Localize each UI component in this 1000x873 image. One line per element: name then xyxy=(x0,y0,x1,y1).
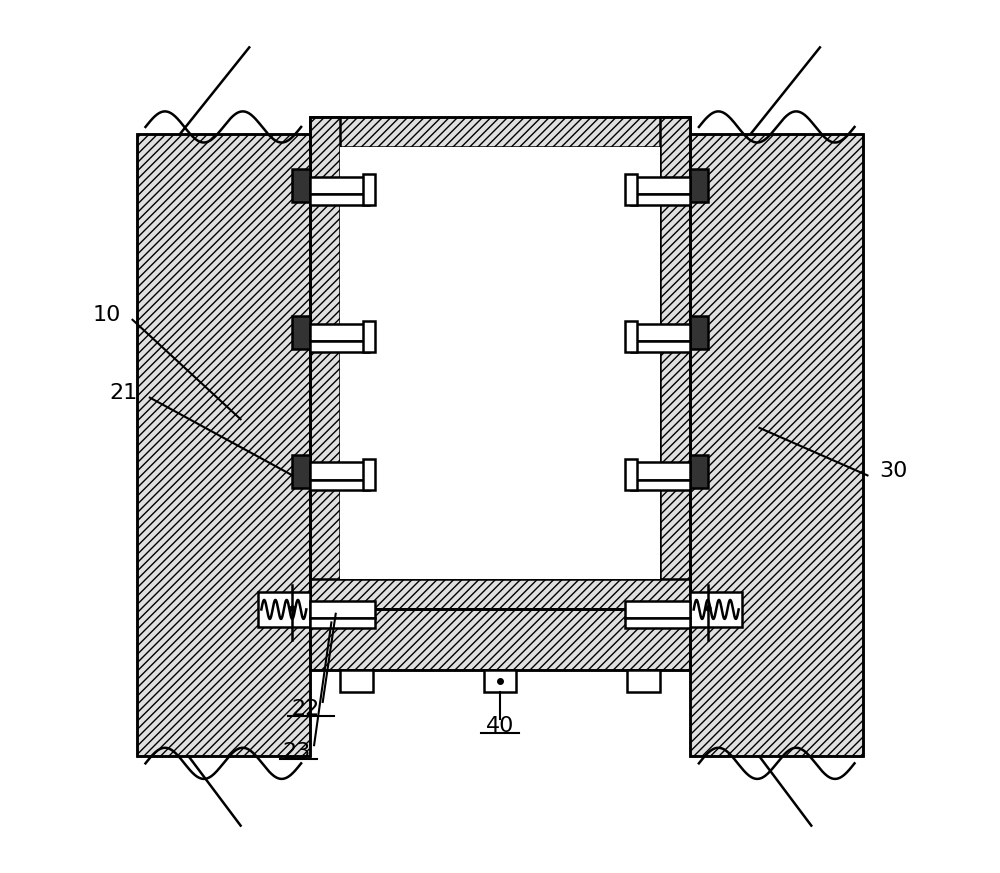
Bar xyxy=(690,134,863,756)
Bar xyxy=(627,670,660,691)
Bar xyxy=(310,618,375,628)
Bar xyxy=(363,459,375,490)
Bar xyxy=(625,618,690,628)
Bar xyxy=(310,579,690,609)
Bar xyxy=(690,169,708,203)
Bar xyxy=(310,609,690,670)
Bar xyxy=(137,134,310,756)
Bar xyxy=(310,463,369,480)
Bar xyxy=(310,341,369,352)
Bar xyxy=(310,177,369,195)
Bar xyxy=(258,592,310,627)
Bar xyxy=(292,455,310,487)
Bar xyxy=(690,592,742,627)
Bar xyxy=(625,459,637,490)
Bar xyxy=(631,195,690,205)
Bar xyxy=(690,134,863,756)
Bar xyxy=(484,670,516,691)
Bar xyxy=(137,134,310,756)
Bar xyxy=(310,609,690,670)
Bar xyxy=(631,177,690,195)
Bar xyxy=(660,117,690,609)
Bar xyxy=(631,463,690,480)
Bar xyxy=(363,174,375,205)
Bar xyxy=(292,169,310,203)
Text: 23: 23 xyxy=(283,742,311,762)
Text: 40: 40 xyxy=(486,716,514,736)
Bar xyxy=(340,670,373,691)
Bar xyxy=(310,601,375,618)
Bar xyxy=(310,117,690,147)
Bar xyxy=(310,117,690,609)
Bar xyxy=(310,117,340,609)
Text: 10: 10 xyxy=(92,306,121,326)
Text: 21: 21 xyxy=(110,383,138,403)
Bar xyxy=(310,480,369,490)
Bar xyxy=(631,324,690,341)
Bar xyxy=(625,320,637,352)
Bar xyxy=(310,195,369,205)
Bar xyxy=(625,601,690,618)
Bar xyxy=(690,455,708,487)
Bar xyxy=(690,316,708,349)
Bar xyxy=(363,320,375,352)
Bar xyxy=(631,480,690,490)
Bar xyxy=(340,147,660,579)
Bar xyxy=(310,324,369,341)
Bar xyxy=(292,316,310,349)
Bar xyxy=(631,341,690,352)
Bar xyxy=(625,174,637,205)
Text: 30: 30 xyxy=(879,461,908,481)
Text: 22: 22 xyxy=(291,699,320,718)
